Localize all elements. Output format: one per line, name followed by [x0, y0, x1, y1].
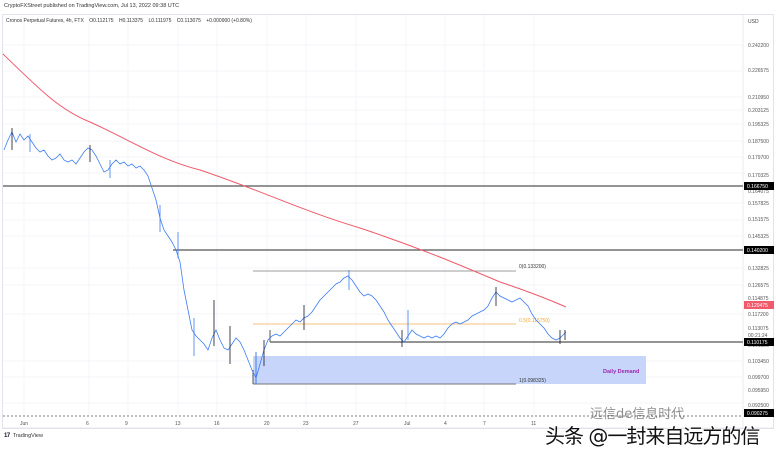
svg-text:23: 23	[303, 421, 309, 427]
tradingview-brand: TradingView	[12, 433, 43, 439]
svg-text:0.179700: 0.179700	[748, 155, 769, 161]
currency-label: USD	[748, 19, 759, 25]
watermark-secondary: 远信de信息时代	[590, 407, 685, 422]
fib-1-label: 1(0.098325)	[519, 378, 546, 384]
badge-0166750: 0.166750	[747, 184, 768, 190]
watermark-main: 头条 @一封来自远方的信	[545, 424, 760, 448]
svg-text:0.151575: 0.151575	[748, 217, 769, 223]
svg-text:0.170325: 0.170325	[748, 173, 769, 179]
change-value: +0.000900 (+0.80%)	[206, 18, 252, 24]
svg-text:0.113075: 0.113075	[748, 326, 769, 332]
badge-ma-value: 0.120475	[747, 303, 768, 309]
svg-text:4: 4	[444, 421, 447, 427]
svg-text:0.157825: 0.157825	[748, 201, 769, 207]
svg-text:16: 16	[214, 421, 220, 427]
svg-text:0.187500: 0.187500	[748, 139, 769, 145]
svg-text:Jun: Jun	[20, 421, 28, 427]
demand-zone-label: Daily Demand	[603, 369, 639, 375]
svg-text:0.195325: 0.195325	[748, 122, 769, 128]
svg-text:Jul: Jul	[404, 421, 410, 427]
bar-countdown: 00:21:24	[748, 333, 768, 339]
price-badges: 0.166750 0.140200 0.120475 0.110175 0.09…	[744, 182, 774, 417]
open-value: O0.112175	[89, 18, 114, 24]
svg-text:27: 27	[353, 421, 359, 427]
badge-0140200: 0.140200	[747, 248, 768, 254]
moving-average-line[interactable]	[2, 53, 567, 308]
svg-text:9: 9	[125, 421, 128, 427]
svg-text:11: 11	[531, 421, 536, 427]
close-value: C0.113075	[176, 18, 201, 24]
svg-text:0.242200: 0.242200	[748, 43, 769, 49]
symbol-title: Cronos Perpetual Futures, 4h, FTX	[6, 18, 84, 24]
fib-0-label: 0(0.133200)	[519, 264, 546, 270]
tradingview-icon: 17	[4, 433, 10, 439]
price-axis[interactable]: 0.242200 0.226575 0.210950 0.203125 0.19…	[748, 43, 769, 409]
badge-0090275: 0.090275	[747, 411, 768, 417]
svg-text:0.132825: 0.132825	[748, 266, 769, 272]
chart-pane[interactable]	[2, 14, 774, 429]
svg-text:0.092500: 0.092500	[748, 403, 769, 409]
svg-text:0.164075: 0.164075	[748, 189, 769, 195]
svg-text:0.095950: 0.095950	[748, 388, 769, 394]
low-value: L0.111975	[148, 18, 172, 24]
tradingview-logo[interactable]: 17 TradingView	[4, 433, 43, 439]
ohlc-legend: Cronos Perpetual Futures, 4h, FTX O0.112…	[6, 18, 256, 24]
svg-text:0.126575: 0.126575	[748, 283, 769, 289]
svg-text:0.203125: 0.203125	[748, 108, 769, 114]
time-axis[interactable]: Jun 6 9 13 16 20 23 27 Jul 4 7 11	[20, 421, 536, 427]
publisher-line: CryptoFXStreet published on TradingView.…	[4, 3, 180, 9]
svg-text:0.145325: 0.145325	[748, 234, 769, 240]
svg-text:0.114875: 0.114875	[748, 296, 769, 302]
svg-text:0.103450: 0.103450	[748, 359, 769, 365]
svg-text:20: 20	[264, 421, 270, 427]
svg-text:0.099700: 0.099700	[748, 375, 769, 381]
badge-0166750-bg	[744, 182, 774, 190]
svg-text:6: 6	[86, 421, 89, 427]
high-value: H0.113375	[118, 18, 144, 24]
svg-text:7: 7	[483, 421, 486, 427]
svg-text:0.210950: 0.210950	[748, 95, 769, 101]
svg-text:0.117200: 0.117200	[748, 312, 769, 318]
svg-text:13: 13	[175, 421, 181, 427]
fib-05-label: 0.5(0.115750)	[519, 318, 550, 324]
badge-0110175: 0.110175	[747, 340, 768, 346]
candles	[3, 128, 567, 384]
svg-text:0.226575: 0.226575	[748, 68, 769, 74]
demand-zone[interactable]	[253, 356, 646, 384]
